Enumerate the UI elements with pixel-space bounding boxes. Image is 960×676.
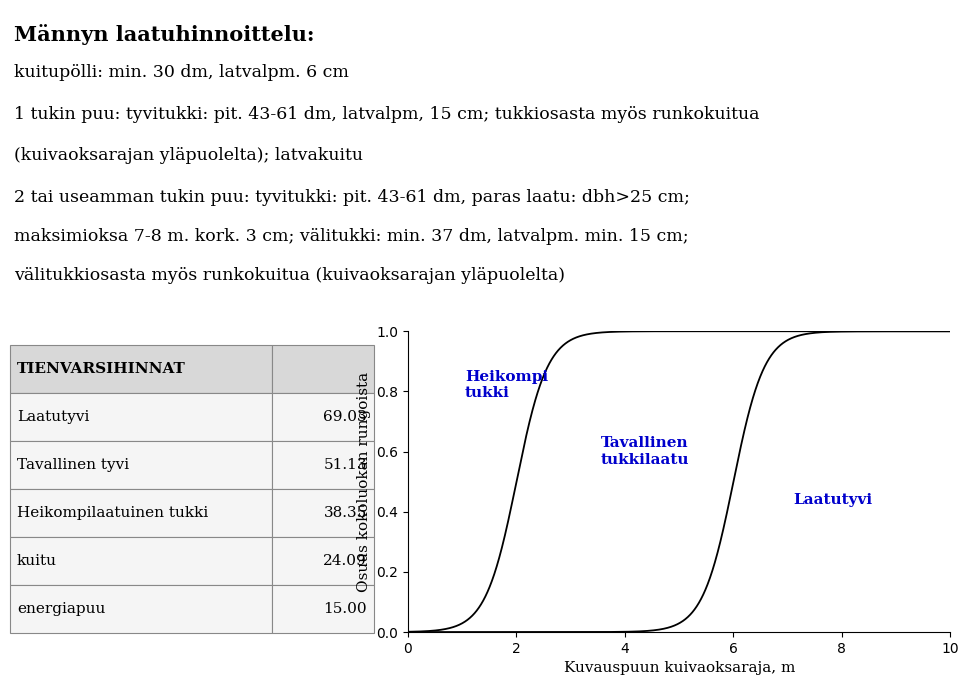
- Text: Laatutyvi: Laatutyvi: [793, 493, 873, 507]
- Text: Tavallinen tyvi: Tavallinen tyvi: [17, 458, 129, 472]
- Text: energiapuu: energiapuu: [17, 602, 106, 616]
- Text: Männyn laatuhinnoittelu:: Männyn laatuhinnoittelu:: [14, 24, 315, 45]
- Bar: [10, 585, 273, 633]
- Bar: [273, 537, 374, 585]
- Text: 69.03: 69.03: [324, 410, 367, 424]
- Text: kuitu: kuitu: [17, 554, 57, 568]
- Text: Tavallinen
tukkilaatu: Tavallinen tukkilaatu: [601, 437, 689, 466]
- Text: TIENVARSIHINNAT: TIENVARSIHINNAT: [17, 362, 185, 376]
- Text: 1 tukin puu: tyvitukki: pit. 43-61 dm, latvalpm, 15 cm; tukkiosasta myös runkoku: 1 tukin puu: tyvitukki: pit. 43-61 dm, l…: [14, 106, 760, 123]
- Text: (kuivaoksarajan yläpuolelta); latvakuitu: (kuivaoksarajan yläpuolelta); latvakuitu: [14, 147, 364, 164]
- Text: 2 tai useamman tukin puu: tyvitukki: pit. 43-61 dm, paras laatu: dbh>25 cm;: 2 tai useamman tukin puu: tyvitukki: pit…: [14, 189, 690, 206]
- Y-axis label: Osuus kokoluokan rungoista: Osuus kokoluokan rungoista: [357, 372, 371, 592]
- Text: 51.13: 51.13: [324, 458, 367, 472]
- Bar: [10, 489, 273, 537]
- Text: Heikompi
tukki: Heikompi tukki: [465, 370, 548, 400]
- Bar: [10, 537, 273, 585]
- Text: 15.00: 15.00: [324, 602, 367, 616]
- X-axis label: Kuvauspuun kuivaoksaraja, m: Kuvauspuun kuivaoksaraja, m: [564, 661, 795, 675]
- Bar: [10, 393, 273, 441]
- Bar: [273, 393, 374, 441]
- Text: välitukkiosasta myös runkokuitua (kuivaoksarajan yläpuolelta): välitukkiosasta myös runkokuitua (kuivao…: [14, 267, 565, 284]
- Bar: [273, 585, 374, 633]
- Bar: [10, 345, 273, 393]
- Text: Laatutyvi: Laatutyvi: [17, 410, 89, 424]
- Text: kuitupölli: min. 30 dm, latvalpm. 6 cm: kuitupölli: min. 30 dm, latvalpm. 6 cm: [14, 64, 349, 81]
- Bar: [273, 345, 374, 393]
- Text: Heikompilaatuinen tukki: Heikompilaatuinen tukki: [17, 506, 208, 520]
- Bar: [273, 441, 374, 489]
- Text: 38.35: 38.35: [324, 506, 367, 520]
- Text: maksimioksa 7-8 m. kork. 3 cm; välitukki: min. 37 dm, latvalpm. min. 15 cm;: maksimioksa 7-8 m. kork. 3 cm; välitukki…: [14, 228, 689, 245]
- Bar: [273, 489, 374, 537]
- Bar: [10, 441, 273, 489]
- Text: 24.09: 24.09: [324, 554, 367, 568]
